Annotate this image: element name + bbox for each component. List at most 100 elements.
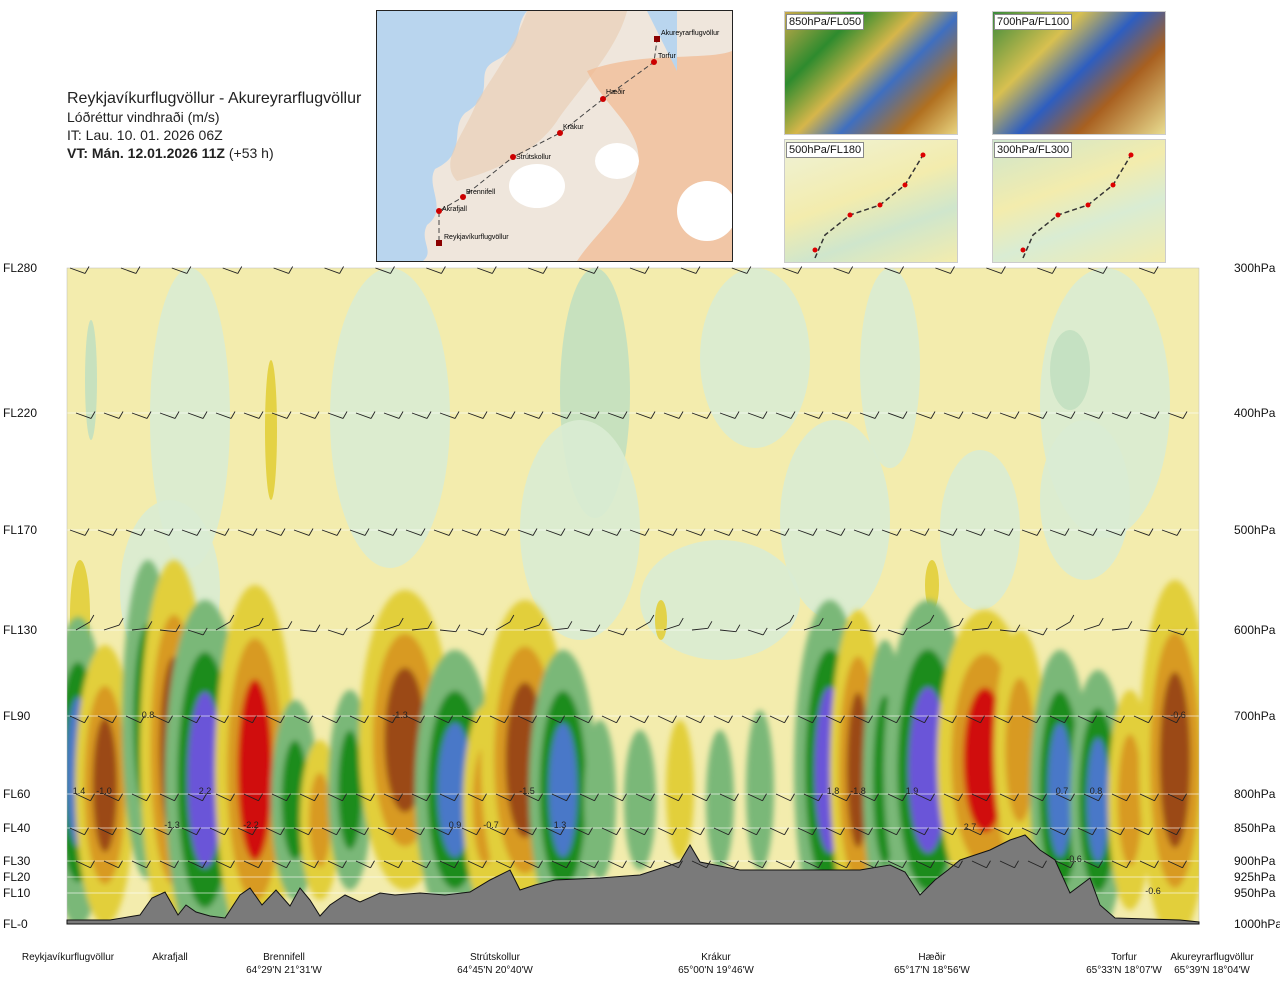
- wind-barb: [349, 529, 366, 536]
- wind-barb-feather: [818, 793, 823, 801]
- wind-barb: [75, 793, 91, 802]
- station-marker-strutskollur: [510, 154, 516, 160]
- wind-barb-feather: [454, 793, 459, 801]
- wind-barb-feather: [700, 528, 706, 536]
- wind-barb: [993, 827, 1009, 836]
- wind-barb: [1083, 860, 1099, 869]
- wind-barb: [215, 621, 231, 631]
- wind-barb: [1167, 629, 1184, 636]
- wind-barb: [607, 412, 624, 419]
- wind-barb: [171, 267, 188, 274]
- wind-barb-feather: [902, 793, 907, 801]
- wind-barb: [222, 267, 238, 274]
- wind-barb-feather: [1176, 528, 1182, 536]
- wind-barb-feather: [146, 411, 152, 419]
- velocity-cell: [706, 730, 734, 870]
- wind-barb-feather: [482, 627, 488, 636]
- wind-barb-feather: [186, 266, 192, 274]
- wind-barb: [321, 827, 337, 836]
- wind-barb: [719, 412, 736, 419]
- wind-barb: [803, 624, 820, 631]
- wind-barb: [915, 860, 931, 869]
- wind-barb-feather: [874, 793, 879, 801]
- wind-barb: [265, 529, 282, 536]
- wind-barb-feather: [118, 617, 124, 626]
- wind-barb: [209, 715, 225, 724]
- wind-barb: [293, 529, 310, 536]
- wind-barb: [685, 529, 702, 536]
- wind-barb: [1037, 267, 1053, 274]
- wind-barb: [181, 715, 197, 724]
- velocity-cell: [309, 772, 331, 868]
- wind-barb: [243, 412, 260, 419]
- wind-barb: [775, 793, 791, 802]
- wind-barb-feather: [336, 528, 342, 536]
- wind-barb: [579, 412, 596, 419]
- map-glacier-1: [509, 164, 565, 208]
- wind-barb: [237, 715, 253, 724]
- x-station-name: Reykjavíkurflugvöllur: [22, 952, 115, 963]
- wind-barb-feather: [706, 860, 711, 868]
- wind-barb-feather: [426, 411, 432, 419]
- wind-barb-feather: [622, 860, 627, 868]
- wind-barb: [741, 827, 757, 836]
- wind-barb-feather: [650, 793, 655, 801]
- wind-barb-feather: [202, 627, 208, 636]
- wind-barb: [629, 529, 646, 536]
- wind-barb: [1167, 860, 1183, 869]
- wind-barb: [433, 529, 450, 536]
- wind-barb: [859, 412, 876, 419]
- background-band: [1040, 420, 1130, 580]
- wind-barb: [377, 529, 394, 536]
- wind-barb: [293, 715, 309, 724]
- wind-barb-feather: [538, 617, 544, 626]
- x-station-coord: 65°17'N 18°56'W: [894, 965, 970, 976]
- wind-barb: [97, 827, 113, 836]
- inset-700hpa: 700hPa/FL100: [992, 11, 1166, 135]
- wind-barb-feather: [902, 627, 908, 636]
- wind-barb-feather: [790, 860, 795, 868]
- valid-time-bold: VT: Mán. 12.01.2026 11Z: [67, 145, 225, 161]
- terrain-profile: [66, 834, 1200, 925]
- wind-barb: [439, 629, 456, 633]
- wind-barb: [75, 860, 91, 869]
- inset-700hpa-label: 700hPa/FL100: [994, 14, 1073, 30]
- wind-barb-feather: [112, 528, 118, 536]
- wind-barb: [383, 860, 399, 869]
- wind-barb-feather: [846, 793, 851, 801]
- wind-barb-feather: [476, 715, 481, 723]
- wind-barb: [125, 529, 142, 536]
- wind-barb-feather: [812, 827, 817, 835]
- wind-barb: [321, 529, 338, 536]
- value-label: -1.8: [850, 786, 866, 796]
- wind-barb: [859, 860, 875, 869]
- wind-barb: [663, 624, 680, 631]
- wind-barb: [935, 267, 951, 274]
- wind-barb-feather: [616, 827, 621, 835]
- wind-barb-feather: [593, 266, 599, 274]
- wind-barb-feather: [958, 411, 964, 419]
- x-station-name: Strútskollur: [470, 952, 521, 963]
- wind-barb-feather: [314, 860, 319, 868]
- wind-barb-feather: [229, 614, 235, 623]
- wind-barb: [1111, 412, 1128, 419]
- wind-barb-feather: [594, 793, 599, 801]
- map-label-haedir: Hæðir: [606, 88, 626, 96]
- wind-barb-feather: [958, 617, 964, 626]
- wind-barb: [635, 621, 651, 631]
- wind-barb: [803, 793, 819, 802]
- wind-barb-feather: [84, 528, 90, 536]
- wind-barb-feather: [1120, 715, 1125, 723]
- value-label: -1.3: [164, 820, 180, 830]
- wind-barb-feather: [196, 715, 201, 723]
- wind-barb: [159, 860, 175, 869]
- wind-barb-feather: [1070, 411, 1076, 419]
- wind-barb-feather: [84, 266, 90, 274]
- wind-barb: [993, 715, 1009, 724]
- wind-barb: [601, 827, 617, 836]
- wind-barb: [523, 412, 540, 419]
- wind-barb-feather: [364, 827, 369, 835]
- wind-barb: [1049, 715, 1065, 724]
- wind-barb-feather: [504, 715, 509, 723]
- wind-barb-feather: [644, 827, 649, 835]
